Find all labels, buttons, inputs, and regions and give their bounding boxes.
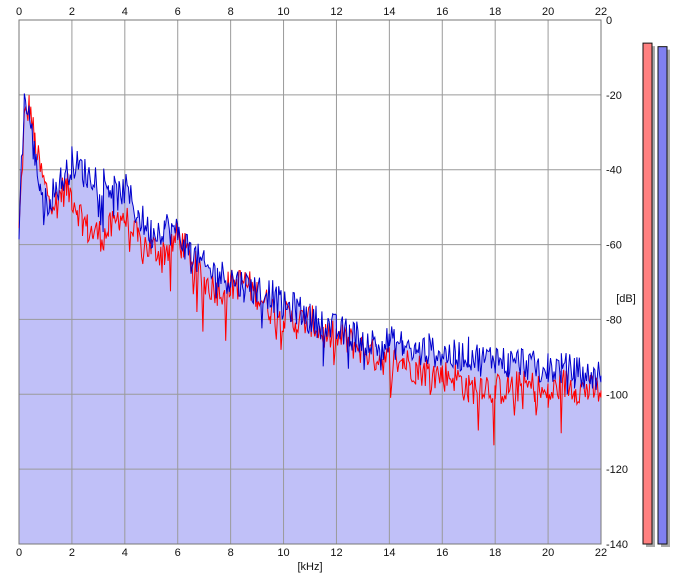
x-tick-label-bottom: 10 [277, 547, 289, 559]
level-meters [642, 42, 670, 548]
x-tick-label-top: 18 [489, 6, 501, 18]
x-tick-label-bottom: 0 [16, 547, 22, 559]
x-tick-label-top: 22 [595, 6, 607, 18]
x-axis-unit-label: [kHz] [297, 561, 322, 573]
x-tick-label-top: 12 [330, 6, 342, 18]
x-tick-label-top: 2 [69, 6, 75, 18]
x-tick-label-top: 20 [542, 6, 554, 18]
y-tick-label: -40 [606, 165, 622, 177]
x-tick-label-top: 10 [277, 6, 289, 18]
x-tick-label-bottom: 20 [542, 547, 554, 559]
x-tick-label-bottom: 22 [595, 547, 607, 559]
y-tick-label: -20 [606, 90, 622, 102]
x-tick-label-top: 6 [175, 6, 181, 18]
y-tick-label: -60 [606, 240, 622, 252]
y-tick-label: -140 [606, 539, 628, 551]
spectrum-line-blue [18, 93, 602, 395]
right-channel-meter [657, 46, 668, 545]
x-tick-label-top: 14 [383, 6, 395, 18]
x-tick-label-bottom: 16 [436, 547, 448, 559]
grid-layer [18, 19, 602, 545]
y-tick-label: -100 [606, 389, 628, 401]
x-tick-label-bottom: 18 [489, 547, 501, 559]
x-tick-label-bottom: 12 [330, 547, 342, 559]
x-tick-label-top: 0 [16, 6, 22, 18]
y-tick-label: -80 [606, 314, 622, 326]
y-axis-unit-label: [dB] [616, 293, 636, 305]
left-channel-meter [642, 42, 653, 545]
x-tick-label-top: 16 [436, 6, 448, 18]
y-tick-label: 0 [606, 15, 612, 27]
x-tick-label-bottom: 4 [122, 547, 128, 559]
x-tick-label-bottom: 6 [175, 547, 181, 559]
y-tick-label: -120 [606, 464, 628, 476]
spectrum-lines-layer [18, 93, 602, 446]
x-tick-label-bottom: 2 [69, 547, 75, 559]
x-tick-label-top: 8 [228, 6, 234, 18]
x-tick-label-bottom: 8 [228, 547, 234, 559]
plot-frame [18, 19, 602, 545]
x-tick-label-top: 4 [122, 6, 128, 18]
ticks-layer: 002244668810101212141416161818202022220-… [16, 6, 628, 559]
x-tick-label-bottom: 14 [383, 547, 395, 559]
